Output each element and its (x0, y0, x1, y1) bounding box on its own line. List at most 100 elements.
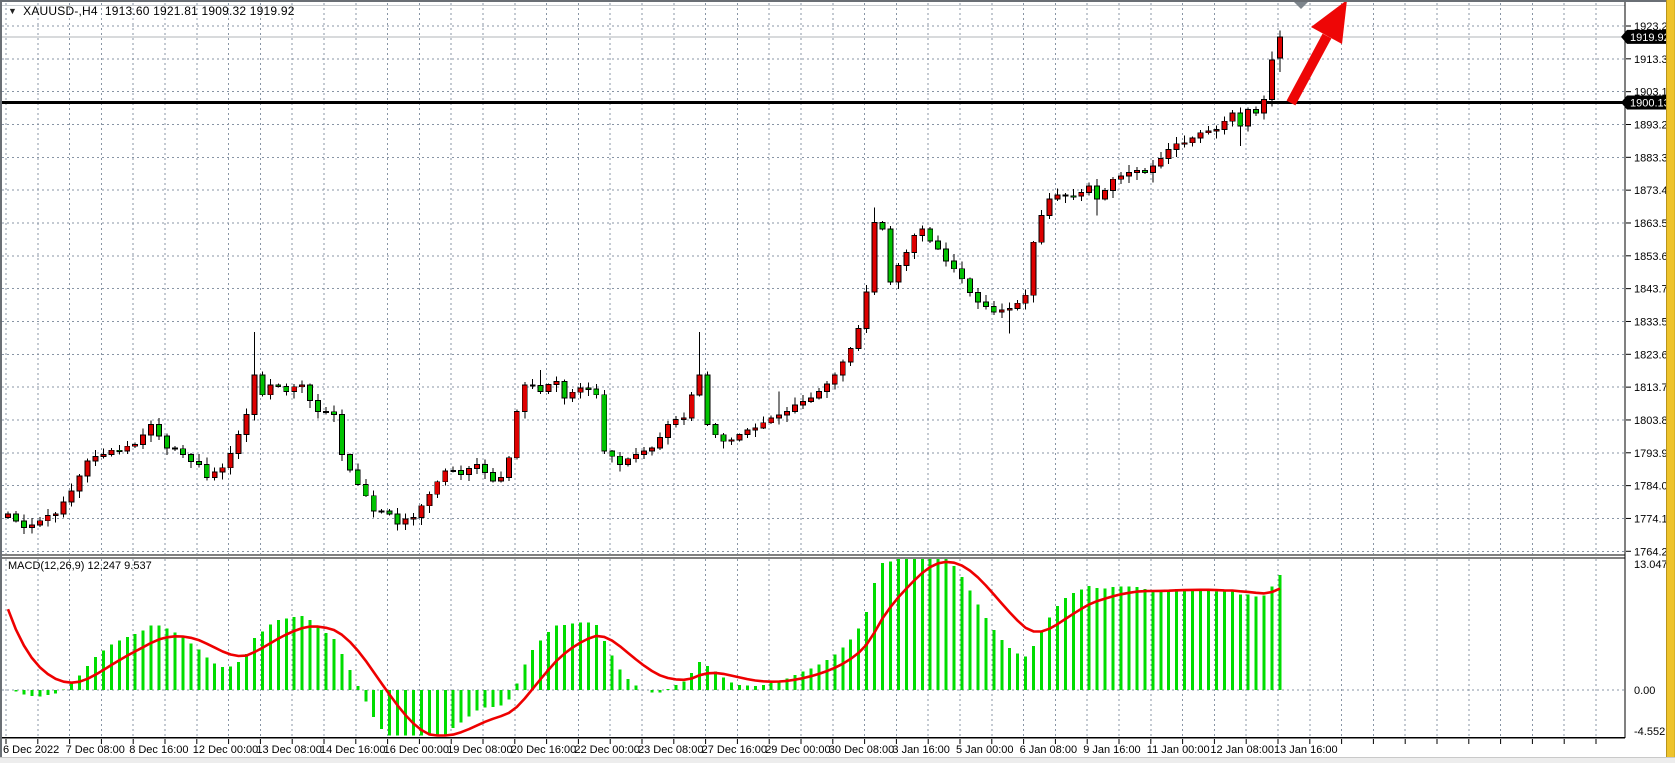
candle (124, 440, 131, 454)
candle (513, 409, 520, 460)
window-top-border (0, 0, 1675, 2)
candle (362, 479, 369, 497)
macd-axis-label: -4.552 (1634, 726, 1665, 738)
candle (855, 324, 862, 352)
candle (529, 379, 536, 389)
candle (521, 381, 528, 419)
price-tick-label: 1863.50 (1634, 218, 1674, 230)
candle (664, 420, 671, 445)
candle (1149, 159, 1156, 183)
annotations[interactable] (1286, 0, 1347, 106)
candle (148, 420, 155, 442)
candle (680, 412, 687, 425)
candle (275, 383, 282, 388)
chart-header: ▼ XAUUSD-,H4 1913.60 1921.81 1909.32 1919… (8, 4, 295, 18)
time-tick-label: 12 Dec 00:00 (193, 744, 258, 756)
candle (418, 503, 425, 525)
candle (1094, 179, 1101, 216)
time-tick-label: 29 Dec 00:00 (765, 744, 830, 756)
candle (1141, 167, 1148, 175)
candle (378, 508, 385, 514)
candle (1237, 107, 1244, 147)
candle (641, 446, 647, 460)
window-left-border (0, 0, 2, 763)
candle (20, 514, 27, 535)
candle (1062, 192, 1069, 204)
candle (974, 287, 981, 309)
candle (44, 509, 51, 527)
candle (561, 379, 568, 405)
candle (203, 457, 210, 481)
svg-text:1919.92: 1919.92 (1630, 32, 1670, 44)
candle (1181, 135, 1188, 148)
candle (831, 372, 838, 390)
time-tick-label: 23 Dec 08:00 (638, 744, 703, 756)
candle (171, 445, 178, 452)
candle (227, 445, 234, 475)
candle (760, 416, 767, 430)
candle (847, 347, 854, 366)
candle (887, 226, 894, 286)
candle (744, 427, 751, 438)
window-bottom-strip (0, 757, 1675, 763)
candle (28, 517, 35, 534)
macd-plot[interactable] (6, 559, 1282, 737)
candle (100, 448, 107, 459)
candle (752, 423, 759, 438)
candlestick-plot[interactable] (2, 30, 1625, 535)
candle (434, 480, 441, 499)
candle (505, 455, 512, 481)
time-tick-label: 30 Dec 08:00 (829, 744, 894, 756)
candle (474, 458, 480, 475)
candle (259, 371, 266, 397)
candle (768, 415, 775, 424)
candle (5, 511, 11, 519)
scroll-to-end-marker[interactable] (1294, 2, 1308, 9)
time-tick-label: 22 Dec 00:00 (574, 744, 639, 756)
candle (1038, 210, 1045, 245)
candle (450, 466, 457, 473)
candle (553, 376, 560, 393)
candle (537, 369, 544, 394)
candle (990, 300, 997, 315)
candle (458, 465, 465, 480)
price-tick-label: 1764.20 (1634, 546, 1674, 558)
candle (323, 407, 329, 415)
candle (569, 388, 576, 402)
candle (808, 392, 814, 404)
time-tick-label: 20 Dec 16:00 (511, 744, 576, 756)
time-tick-label: 13 Dec 08:00 (256, 744, 321, 756)
candle (935, 235, 942, 251)
price-tick-label: 1843.70 (1634, 284, 1674, 296)
candle (704, 371, 711, 427)
candle (116, 444, 123, 455)
macd-axis-label: 0.00 (1634, 685, 1655, 697)
candle (672, 416, 679, 428)
time-tick-label: 7 Dec 08:00 (66, 744, 125, 756)
candle (967, 277, 973, 297)
candle (863, 284, 870, 334)
candle (1165, 142, 1172, 164)
trend-arrow[interactable] (1286, 0, 1347, 106)
candle (36, 516, 43, 528)
candle (354, 463, 361, 486)
candle (1221, 116, 1228, 135)
candle (291, 383, 298, 399)
candle (331, 405, 337, 422)
current-price-badge: 1919.92 (1621, 29, 1672, 44)
candle (68, 483, 75, 507)
time-tick-label: 6 Dec 2022 (3, 744, 59, 756)
candle (998, 303, 1005, 319)
candle (497, 471, 504, 483)
candle (871, 207, 878, 296)
time-tick-label: 6 Jan 08:00 (1020, 744, 1078, 756)
candle (656, 432, 663, 451)
right-scroll-strip[interactable] (1666, 0, 1675, 757)
time-tick-label: 5 Jan 00:00 (956, 744, 1014, 756)
candle (736, 433, 743, 442)
symbol-dropdown-icon[interactable]: ▼ (8, 6, 18, 16)
candle (338, 409, 345, 462)
candle (12, 510, 19, 523)
